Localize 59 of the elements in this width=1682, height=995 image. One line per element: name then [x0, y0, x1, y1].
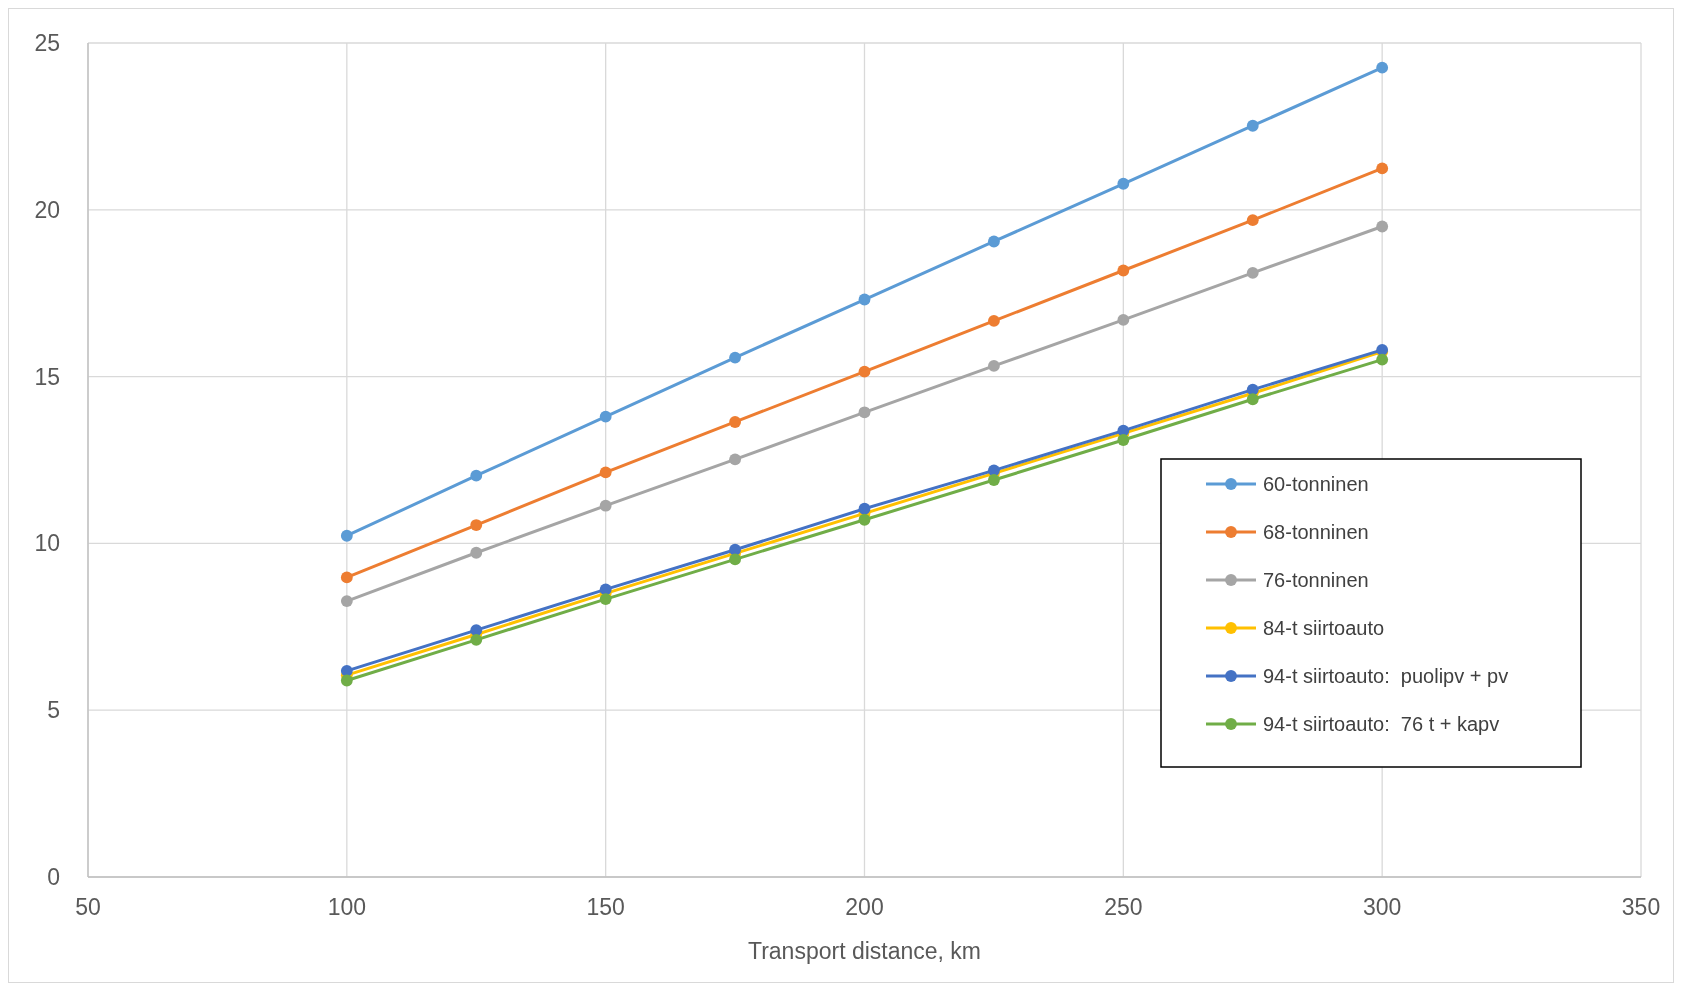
- point: [858, 406, 871, 419]
- x-tick-label: 50: [75, 894, 101, 920]
- point: [470, 469, 483, 482]
- x-tick-label: 350: [1621, 894, 1661, 920]
- point: [340, 664, 353, 677]
- legend-label: 84-t siirtoauto: [1263, 617, 1385, 639]
- y-tick-label: 10: [34, 530, 60, 557]
- legend-label: 94-t siirtoauto: puolipv + pv: [1263, 665, 1509, 687]
- y-tick-label: 20: [34, 196, 60, 223]
- point: [1376, 220, 1389, 233]
- point: [470, 633, 483, 646]
- point: [729, 543, 741, 556]
- x-tick-label: 100: [327, 894, 367, 920]
- point: [340, 674, 353, 687]
- point: [1376, 61, 1389, 74]
- point: [1117, 313, 1130, 326]
- point: [599, 499, 612, 512]
- point: [729, 351, 741, 364]
- point: [1246, 393, 1259, 406]
- x-tick-label: 250: [1104, 894, 1143, 920]
- point: [729, 416, 741, 428]
- y-tick-label: 15: [34, 363, 60, 390]
- point: [1117, 264, 1130, 277]
- x-tick-label: 200: [845, 894, 884, 920]
- point: [599, 466, 612, 479]
- x-axis-title: Transport distance, km: [747, 938, 982, 964]
- y-tick-label: 25: [34, 30, 60, 56]
- point: [1376, 162, 1389, 175]
- point: [1246, 119, 1259, 132]
- x-tick-label: 300: [1362, 894, 1402, 920]
- point: [729, 553, 741, 566]
- point: [1376, 353, 1389, 366]
- point: [1246, 214, 1259, 227]
- x-tick-label: 150: [586, 894, 625, 920]
- point: [1117, 434, 1130, 446]
- point: [729, 453, 741, 466]
- legend-label: 68-tonninen: [1263, 521, 1369, 543]
- point: [340, 595, 353, 608]
- point: [988, 360, 1000, 372]
- point: [858, 502, 871, 515]
- legend-label: 94-t siirtoauto: 76 t + kapv: [1263, 713, 1500, 735]
- legend-label: 60-tonninen: [1263, 473, 1369, 495]
- point: [858, 293, 871, 306]
- point: [470, 546, 483, 559]
- point: [988, 474, 1000, 486]
- point: [340, 571, 353, 584]
- point: [340, 529, 353, 542]
- point: [858, 365, 871, 378]
- point: [599, 410, 612, 423]
- legend-label: 76-tonninen: [1263, 569, 1369, 591]
- point: [599, 593, 612, 606]
- point: [1117, 177, 1130, 190]
- point: [988, 235, 1000, 248]
- point: [470, 519, 483, 531]
- point: [1246, 266, 1259, 279]
- point: [858, 513, 871, 526]
- y-tick-label: 5: [47, 697, 60, 724]
- y-tick-label: 0: [47, 864, 60, 890]
- point: [988, 314, 1000, 327]
